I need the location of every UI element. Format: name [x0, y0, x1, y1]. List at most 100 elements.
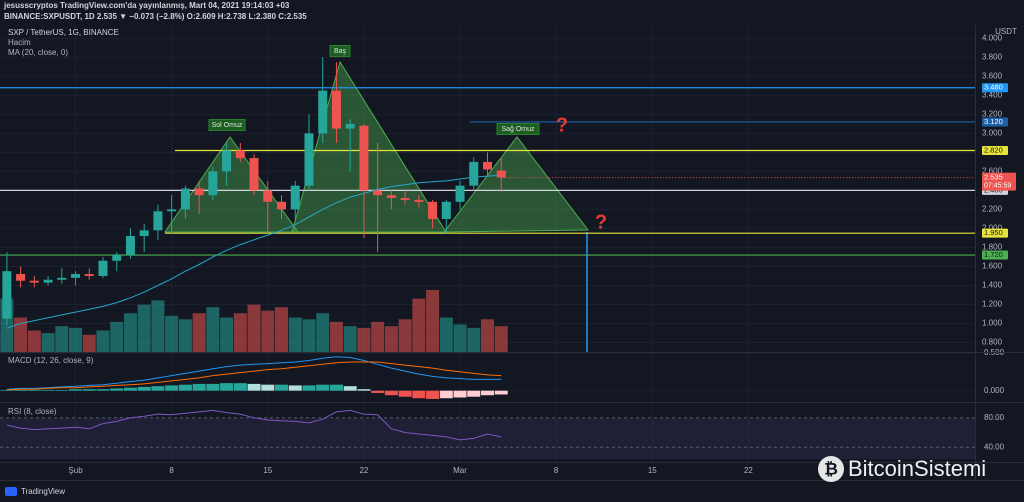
macd-histogram-bar — [288, 385, 302, 391]
volume-bar — [69, 327, 83, 352]
candle-body — [414, 199, 424, 202]
volume-bar — [371, 321, 385, 352]
watermark: BitcoinSistemi — [848, 456, 986, 481]
y-tick-label: 3.400 — [982, 90, 1003, 99]
volume-bar — [384, 326, 398, 352]
candle-body — [57, 277, 67, 280]
macd-histogram-bar — [123, 387, 137, 391]
x-tick-label: 8 — [169, 466, 174, 475]
watermark-logo: ₿ — [818, 456, 844, 482]
price-tag-label: 3.480 — [984, 83, 1003, 92]
pattern-shape — [442, 136, 590, 233]
macd-histogram-bar — [481, 390, 494, 396]
volume-bar — [220, 317, 234, 352]
price-tag-label: 2.820 — [984, 145, 1003, 154]
question-mark: ? — [595, 211, 607, 233]
brand: TradingView — [21, 487, 65, 496]
candle-body — [318, 90, 328, 134]
y-tick-label: 3.000 — [982, 128, 1003, 137]
volume-bar — [275, 307, 289, 352]
price-tag — [982, 228, 1008, 238]
signal-line — [6, 361, 502, 391]
macd-histogram-bar — [439, 390, 453, 399]
macd-histogram-bar — [69, 389, 83, 391]
candle-body — [16, 274, 26, 281]
macd-histogram-bar — [82, 389, 96, 391]
macd-histogram-bar — [467, 390, 481, 397]
volume-bar — [302, 319, 316, 352]
y-tick-label: 2.600 — [982, 166, 1003, 175]
candle-body — [139, 230, 149, 237]
volume-bar — [398, 319, 412, 352]
candle-body — [84, 274, 94, 276]
macd-histogram-bar — [329, 384, 343, 391]
macd-histogram-bar — [247, 383, 261, 391]
volume-bar — [123, 313, 137, 352]
candle-body — [2, 271, 12, 319]
volume-bar — [494, 326, 508, 352]
annotation: Sol Omuz — [212, 122, 243, 129]
y-tick-label: 1.400 — [982, 281, 1003, 290]
candle-body — [469, 161, 479, 186]
rsi-tick-label: 80.00 — [984, 413, 1005, 422]
rsi-band — [0, 417, 975, 459]
y-tick-label: 4.000 — [982, 33, 1003, 42]
candle-body — [359, 125, 369, 191]
macd-histogram-bar — [178, 384, 192, 391]
macd-histogram-bar — [384, 390, 398, 396]
y-tick-label: 1.200 — [982, 300, 1003, 309]
x-tick-label: Şub — [68, 466, 83, 475]
candle-body — [428, 201, 438, 219]
volume-bar — [247, 304, 261, 352]
chart-title: SXP / TetherUS, 1G, BINANCE — [8, 28, 119, 37]
annotation: Baş — [334, 48, 347, 55]
macd-line — [6, 356, 502, 390]
question-mark: ? — [556, 114, 568, 136]
candle-body — [71, 274, 81, 278]
candle-body — [235, 150, 245, 159]
currency: USDT — [995, 27, 1017, 36]
y-tick-label: 2.000 — [982, 224, 1003, 233]
volume-bar — [178, 319, 192, 352]
y-tick-label: 3.600 — [982, 71, 1003, 80]
candle-body — [441, 201, 451, 219]
annotation-box — [496, 123, 540, 135]
candle-body — [386, 195, 396, 199]
macd-histogram-bar — [0, 389, 14, 391]
x-tick-label: Mar — [453, 466, 467, 475]
y-tick-label: 1.000 — [982, 319, 1003, 328]
macd-title: MACD (12, 26, close, 9) — [8, 356, 94, 365]
macd-histogram-bar — [206, 383, 220, 391]
price-tag-label: 1.950 — [984, 228, 1003, 237]
macd-histogram-bar — [343, 386, 357, 391]
volume-bar — [439, 317, 453, 352]
x-tick-label: 8 — [554, 466, 559, 475]
annotation-box — [208, 119, 246, 131]
volume-bar — [261, 310, 275, 352]
candle-body — [222, 150, 232, 172]
volume-bar — [165, 315, 179, 352]
macd-histogram-bar — [316, 384, 330, 391]
volume-bar — [96, 330, 110, 352]
macd-tick-label: 0.000 — [984, 386, 1005, 395]
macd-histogram-bar — [55, 389, 69, 391]
candle-body — [496, 170, 506, 178]
annotation: Sağ Omuz — [501, 126, 535, 133]
y-tick-label: 2.200 — [982, 205, 1003, 214]
volume-bar — [151, 300, 165, 352]
price-tag — [982, 250, 1008, 260]
pattern-shape — [291, 60, 447, 233]
rsi-tick-label: 40.00 — [984, 442, 1005, 451]
candle-body — [455, 185, 465, 202]
price-tag — [982, 117, 1008, 127]
candle-body — [29, 280, 39, 283]
volume-label: Hacim — [8, 38, 31, 47]
candle-body — [290, 185, 300, 210]
macd-histogram-bar — [261, 384, 275, 391]
volume-bar — [329, 321, 343, 352]
symbol-line: BINANCE:SXPUSDT, 1D 2.535 ▼ −0.073 (−2.8… — [4, 12, 307, 21]
price-tag — [982, 83, 1008, 93]
rsi-line — [6, 409, 502, 441]
macd-histogram-bar — [151, 386, 165, 391]
candle-body — [194, 188, 204, 196]
